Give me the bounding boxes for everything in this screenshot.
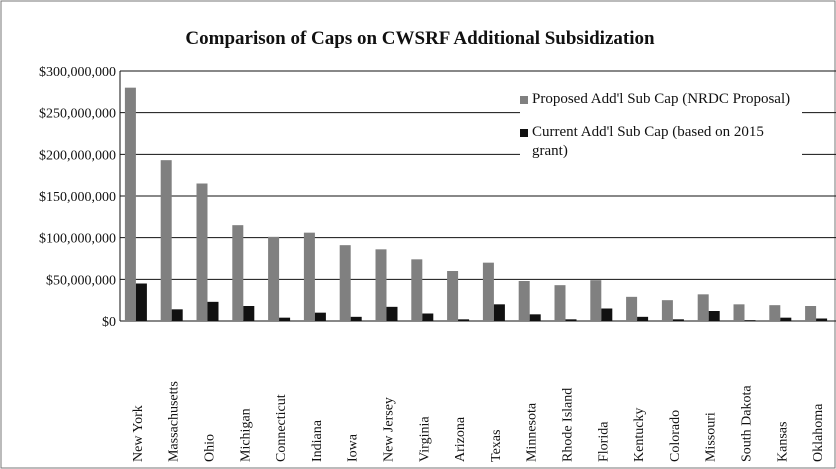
bar bbox=[350, 316, 362, 321]
bar bbox=[769, 305, 781, 321]
bar bbox=[458, 319, 470, 321]
x-tick-label: Kansas bbox=[775, 422, 790, 462]
bar bbox=[482, 262, 494, 321]
bar bbox=[805, 306, 817, 321]
x-tick-label: Missouri bbox=[704, 412, 719, 462]
legend-item: Proposed Add'l Sub Cap (NRDC Proposal) bbox=[520, 90, 802, 109]
bar bbox=[554, 285, 566, 321]
bar bbox=[733, 304, 745, 321]
y-tick-label: $0 bbox=[102, 315, 116, 330]
legend-key bbox=[520, 96, 528, 104]
bar bbox=[590, 280, 602, 321]
x-tick-label: Minnesota bbox=[525, 402, 540, 462]
bar bbox=[780, 317, 792, 321]
bar bbox=[232, 225, 244, 321]
bar bbox=[637, 316, 649, 321]
x-tick-label: New Jersey bbox=[382, 397, 397, 462]
legend: Proposed Add'l Sub Cap (NRDC Proposal) Cu… bbox=[520, 90, 802, 175]
x-tick-label: Oklahoma bbox=[811, 403, 826, 462]
bar bbox=[303, 232, 315, 321]
bar bbox=[626, 296, 638, 321]
legend-label: Current Add'l Sub Cap (based on 2015 gra… bbox=[532, 124, 764, 159]
bar bbox=[672, 319, 684, 321]
bar bbox=[493, 304, 505, 321]
x-tick-label: Virginia bbox=[417, 416, 432, 462]
y-tick-label: $150,000,000 bbox=[39, 190, 116, 205]
bar bbox=[661, 300, 673, 321]
bar bbox=[160, 160, 172, 321]
x-tick-label: Connecticut bbox=[274, 394, 289, 462]
bar bbox=[708, 311, 720, 321]
legend-key bbox=[520, 129, 528, 137]
y-tick-label: $250,000,000 bbox=[39, 107, 116, 122]
chart-title: Comparison of Caps on CWSRF Additional S… bbox=[185, 28, 655, 49]
bar bbox=[314, 312, 326, 321]
x-tick-label: Massachusetts bbox=[167, 381, 182, 462]
bar bbox=[124, 87, 136, 322]
x-tick-label: Colorado bbox=[668, 410, 683, 462]
x-tick-label: South Dakota bbox=[740, 385, 755, 462]
x-tick-label: Texas bbox=[489, 430, 504, 462]
bar bbox=[422, 313, 434, 321]
x-tick-label: Iowa bbox=[346, 433, 361, 462]
bar bbox=[529, 314, 541, 321]
x-tick-label: Florida bbox=[596, 421, 611, 462]
x-tick-label: Kentucky bbox=[632, 408, 647, 462]
y-tick-label: $200,000,000 bbox=[39, 148, 116, 163]
bar bbox=[697, 294, 709, 321]
x-tick-label: Arizona bbox=[453, 416, 468, 462]
bar bbox=[386, 306, 398, 321]
bar bbox=[243, 306, 255, 321]
y-tick-label: $50,000,000 bbox=[46, 273, 116, 288]
bar bbox=[375, 249, 387, 321]
bar bbox=[565, 319, 577, 321]
bar bbox=[207, 301, 219, 321]
bar bbox=[518, 281, 530, 321]
bar bbox=[196, 183, 208, 321]
bar bbox=[279, 317, 291, 321]
x-tick-label: Indiana bbox=[310, 419, 325, 462]
bar bbox=[744, 320, 756, 321]
legend-label: Proposed Add'l Sub Cap (NRDC Proposal) bbox=[532, 91, 791, 107]
bar bbox=[601, 308, 613, 321]
y-tick-label: $100,000,000 bbox=[39, 232, 116, 247]
bar bbox=[816, 318, 828, 321]
bar bbox=[339, 245, 351, 321]
bar bbox=[268, 236, 280, 321]
x-tick-label: Michigan bbox=[238, 408, 253, 462]
x-tick-label: Rhode Island bbox=[561, 388, 576, 462]
legend-item: Current Add'l Sub Cap (based on 2015 gra… bbox=[520, 123, 802, 161]
x-tick-label: Ohio bbox=[203, 434, 218, 462]
bar bbox=[411, 259, 423, 321]
y-tick-label: $300,000,000 bbox=[39, 65, 116, 80]
bar bbox=[447, 271, 459, 321]
bar bbox=[135, 283, 147, 321]
bar bbox=[171, 309, 183, 321]
x-tick-label: New York bbox=[131, 405, 146, 462]
